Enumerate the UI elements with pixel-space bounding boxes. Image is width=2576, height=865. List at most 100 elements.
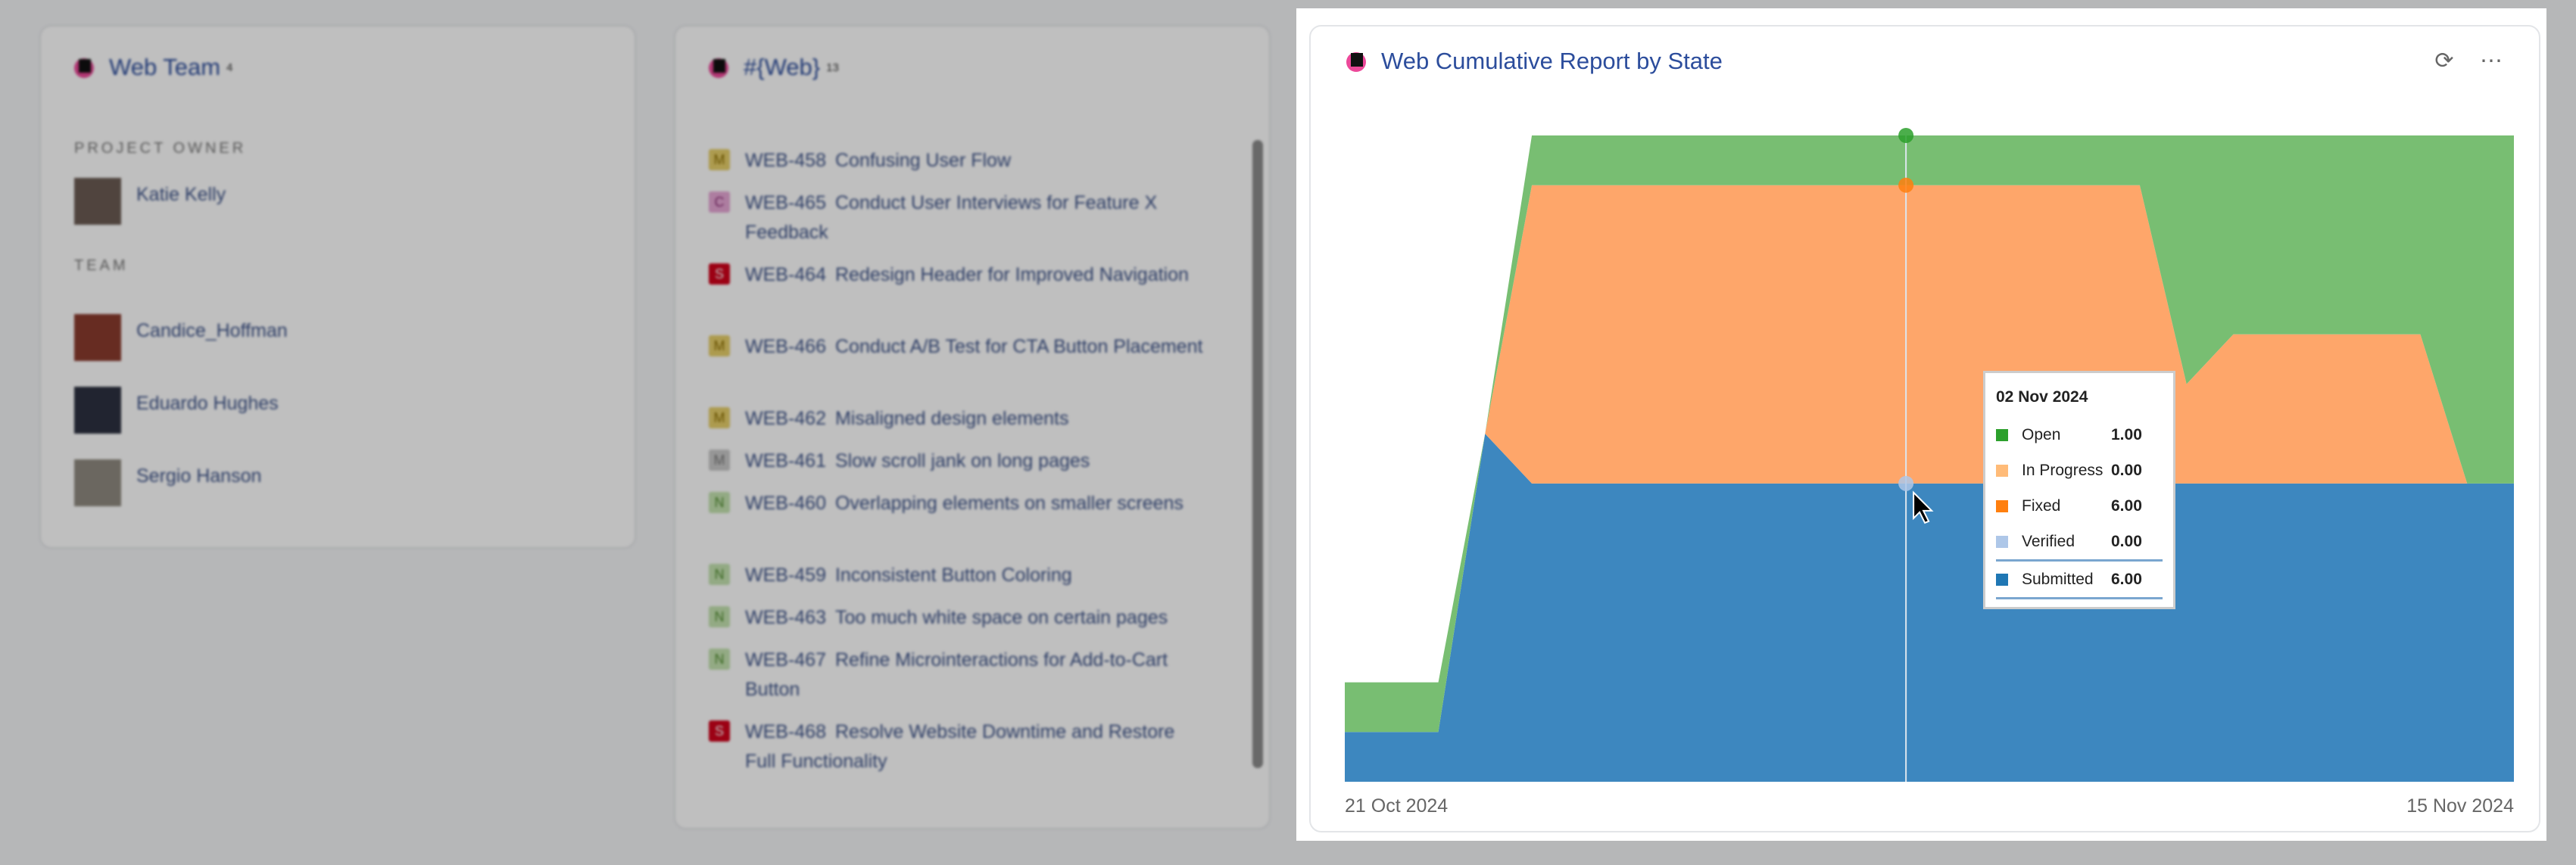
issue-summary[interactable]: Overlapping elements on smaller screens [834,493,1184,514]
issue-id[interactable]: WEB-464 [745,264,826,285]
issue-summary[interactable]: Conduct User Interviews for Feature X Fe… [745,192,1158,243]
priority-badge: N [709,649,730,670]
issue-list-item[interactable]: M WEB-462 Misaligned design elements [709,404,1208,434]
issue-id[interactable]: WEB-458 [745,150,826,171]
youtrack-logo-icon [74,56,95,79]
x-start-label: 21 Oct 2024 [1345,795,1449,817]
team-count: 4 [226,61,233,74]
issue-id[interactable]: WEB-463 [745,607,826,628]
area-submitted[interactable] [1345,434,2514,782]
legend-swatch [1996,535,2008,548]
issues-card: #{Web} 13 M WEB-458 Confusing User Flow C WE… [674,25,1271,829]
issue-list-item[interactable]: S WEB-464 Redesign Header for Improved Nav… [709,260,1208,290]
team-member[interactable]: Candice_Hoffman [74,314,288,361]
issue-summary[interactable]: Redesign Header for Improved Navigation [834,264,1189,285]
priority-badge: C [709,191,730,213]
issue-list-item[interactable]: N WEB-463 Too much white space on certain … [709,603,1208,633]
issue-id[interactable]: WEB-468 [745,721,826,742]
team-member[interactable]: Eduardo Hughes [74,387,279,434]
more-horizontal-icon: ⋯ [2480,48,2503,73]
issue-id[interactable]: WEB-461 [745,450,826,471]
person-name: Eduardo Hughes [136,393,279,414]
issue-summary[interactable]: Slow scroll jank on long pages [834,450,1090,471]
tooltip-row: Open 1.00 [1996,417,2163,453]
tooltip-row: Verified 0.00 [1996,524,2163,559]
issue-summary[interactable]: Too much white space on certain pages [834,607,1168,628]
series-name: Verified [2022,532,2075,550]
issue-id[interactable]: WEB-467 [745,649,826,671]
avatar [74,387,121,434]
report-panel: Web Cumulative Report by State ⟳ ⋯ 21 Oc… [1296,8,2546,841]
chart-tooltip: 02 Nov 2024 Open 1.00 In Progress 0.00 Fixed… [1983,371,2175,609]
series-name: In Progress [2022,461,2104,479]
legend-swatch [1996,428,2008,441]
issue-list-item[interactable]: N WEB-459 Inconsistent Button Coloring [709,561,1208,590]
team-card-title[interactable]: Web Team 4 [74,54,232,81]
refresh-icon: ⟳ [2434,48,2454,73]
cumulative-area-chart[interactable] [1296,8,2546,841]
issue-id[interactable]: WEB-460 [745,493,826,514]
issue-list-item[interactable]: N WEB-460 Overlapping elements on smaller … [709,489,1208,518]
project-owner-label: PROJECT OWNER [74,140,247,157]
youtrack-logo-icon [1346,50,1368,73]
area-fixed[interactable] [1345,185,2514,733]
tooltip-row: Fixed 6.00 [1996,488,2163,524]
more-button[interactable]: ⋯ [2476,46,2506,76]
issue-summary[interactable]: Conduct A/B Test for CTA Button Placemen… [834,336,1203,357]
series-name: Open [2022,425,2061,443]
legend-swatch [1996,573,2008,586]
issue-list-item[interactable]: M WEB-461 Slow scroll jank on long pages [709,447,1208,476]
issue-summary[interactable]: Resolve Website Downtime and Restore Ful… [745,721,1175,772]
avatar [74,314,121,361]
mouse-cursor-icon [1913,490,1934,524]
legend-swatch [1996,464,2008,477]
refresh-button[interactable]: ⟳ [2429,46,2459,76]
issue-list-item[interactable]: C WEB-465 Conduct User Interviews for Feat… [709,188,1208,247]
scrollbar[interactable] [1252,140,1263,768]
issue-id[interactable]: WEB-466 [745,336,826,357]
priority-badge: N [709,492,730,513]
team-title: Web Team [109,54,221,80]
issue-id[interactable]: WEB-459 [745,565,826,586]
series-name: Fixed [2022,496,2061,515]
issue-list-item[interactable]: M WEB-458 Confusing User Flow [709,146,1208,176]
priority-badge: M [709,407,730,428]
person-name: Candice_Hoffman [136,320,288,341]
report-title-text: Web Cumulative Report by State [1381,48,1723,74]
team-card: Web Team 4 PROJECT OWNER Katie Kelly TEA… [39,25,636,549]
issue-id[interactable]: WEB-465 [745,192,826,213]
series-value: 6.00 [2111,496,2142,515]
tooltip-date: 02 Nov 2024 [1996,388,2088,406]
report-title[interactable]: Web Cumulative Report by State [1346,48,1723,75]
priority-badge: M [709,149,730,170]
issues-count: 13 [826,61,839,74]
series-value: 6.00 [2111,570,2142,588]
issues-card-title[interactable]: #{Web} 13 [709,54,839,81]
series-value: 1.00 [2111,425,2142,443]
issue-list-item[interactable]: N WEB-467 Refine Microinteractions for Add… [709,646,1208,705]
series-value: 0.00 [2111,532,2142,550]
person-name: Katie Kelly [136,184,226,205]
hover-point [1898,475,1914,491]
priority-badge: M [709,450,730,471]
avatar [74,178,121,225]
team-member[interactable]: Sergio Hanson [74,459,261,506]
issues-title: #{Web} [744,54,821,80]
issue-summary[interactable]: Refine Microinteractions for Add-to-Cart… [745,649,1168,700]
issue-summary[interactable]: Confusing User Flow [834,150,1012,171]
project-owner[interactable]: Katie Kelly [74,178,226,225]
priority-badge: S [709,263,730,285]
area-open[interactable] [1345,135,2514,733]
priority-badge: M [709,335,730,356]
priority-badge: N [709,606,730,627]
team-label: TEAM [74,257,129,274]
issue-list-item[interactable]: M WEB-466 Conduct A/B Test for CTA Button … [709,332,1208,362]
avatar [74,459,121,506]
issue-id[interactable]: WEB-462 [745,408,826,429]
legend-swatch [1996,499,2008,512]
issue-summary[interactable]: Inconsistent Button Coloring [834,565,1072,586]
issue-summary[interactable]: Misaligned design elements [834,408,1069,429]
hover-point [1898,128,1914,143]
issue-list-item[interactable]: S WEB-468 Resolve Website Downtime and Res… [709,717,1208,776]
